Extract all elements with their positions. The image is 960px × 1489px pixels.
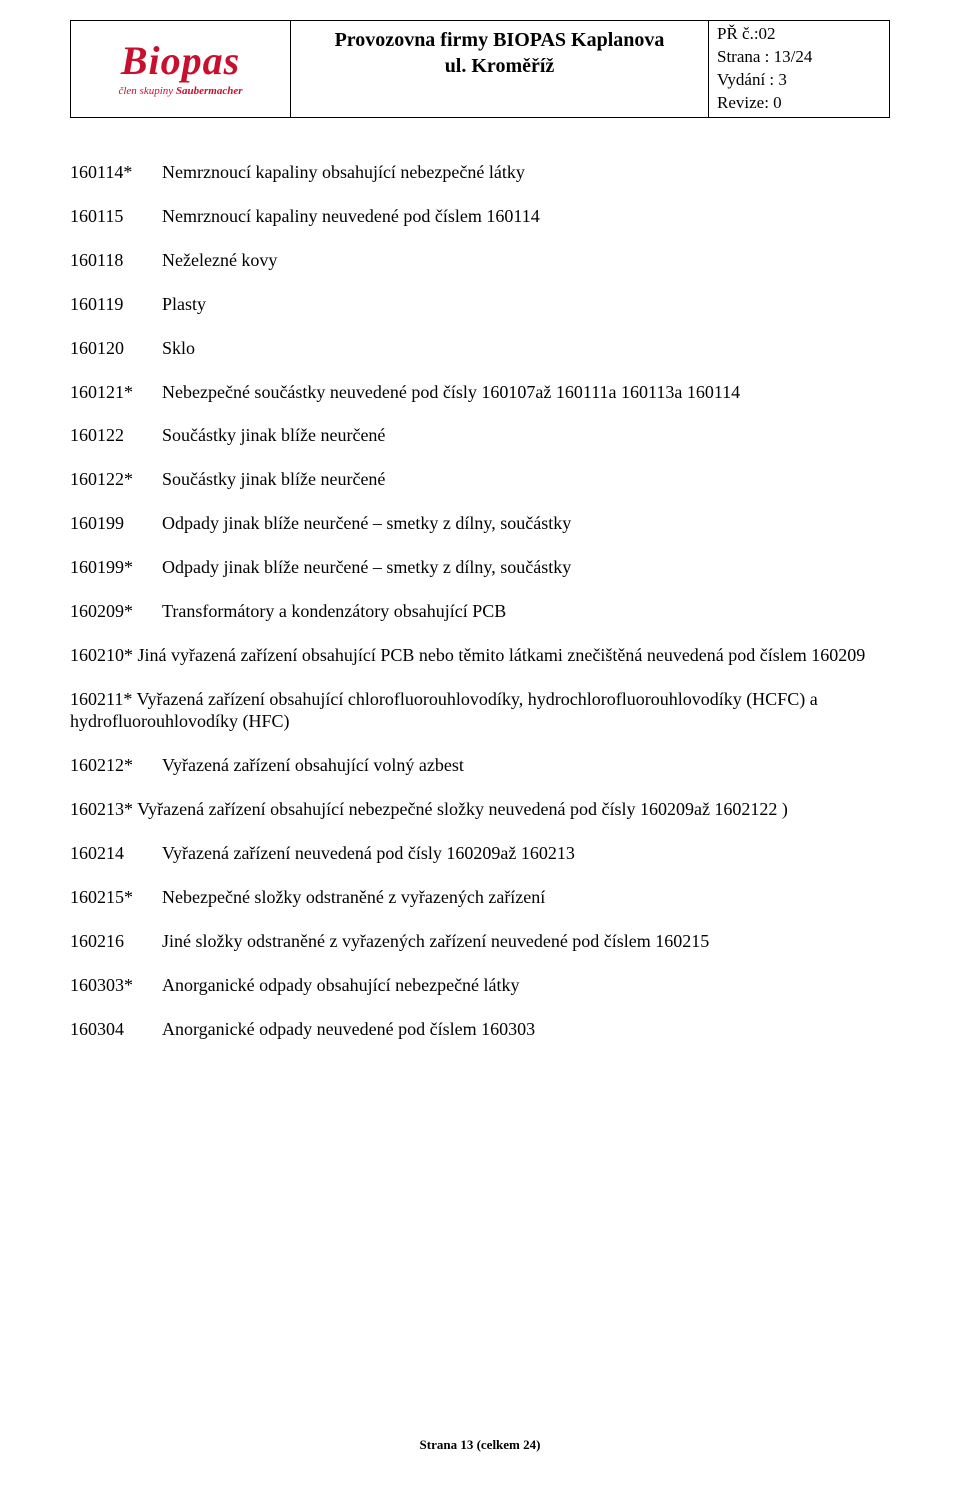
header-logo-cell: Biopas člen skupiny Saubermacher <box>71 21 291 117</box>
item-desc: Sklo <box>162 338 890 360</box>
list-item: 160120 Sklo <box>70 338 890 360</box>
item-desc: Odpady jinak blíže neurčené – smetky z d… <box>162 513 890 535</box>
item-code: 160120 <box>70 338 162 360</box>
item-code: 160122 <box>70 425 162 447</box>
item-code: 160304 <box>70 1019 162 1041</box>
list-item: 160122* Součástky jinak blíže neurčené <box>70 469 890 491</box>
header-title-cell: Provozovna firmy BIOPAS Kaplanova ul. Kr… <box>291 21 709 117</box>
header-meta-cell: PŘ č.:02 Strana : 13/24 Vydání : 3 Reviz… <box>709 21 889 117</box>
item-code: 160199* <box>70 557 162 579</box>
item-desc: Vyřazená zařízení obsahující nebezpečné … <box>133 799 788 819</box>
item-desc: Odpady jinak blíže neurčené – smetky z d… <box>162 557 890 579</box>
item-desc: Vyřazená zařízení obsahující volný azbes… <box>162 755 890 777</box>
item-desc: Nemrznoucí kapaliny obsahující nebezpečn… <box>162 162 890 184</box>
item-desc: Jiné složky odstraněné z vyřazených zaří… <box>162 931 890 953</box>
list-item: 160214 Vyřazená zařízení neuvedená pod č… <box>70 843 890 865</box>
logo-sub-prefix: člen skupiny <box>118 85 175 97</box>
item-desc: Součástky jinak blíže neurčené <box>162 425 890 447</box>
item-desc: Anorganické odpady obsahující nebezpečné… <box>162 975 890 997</box>
item-code: 160212* <box>70 755 162 777</box>
item-code: 160122* <box>70 469 162 491</box>
paragraph-item: 160210* Jiná vyřazená zařízení obsahujíc… <box>70 645 890 667</box>
item-code: 160210* <box>70 645 133 665</box>
list-item: 160199* Odpady jinak blíže neurčené – sm… <box>70 557 890 579</box>
list-item: 160216 Jiné složky odstraněné z vyřazený… <box>70 931 890 953</box>
list-item: 160303* Anorganické odpady obsahující ne… <box>70 975 890 997</box>
list-item: 160304 Anorganické odpady neuvedené pod … <box>70 1019 890 1041</box>
page-footer: Strana 13 (celkem 24) <box>0 1437 960 1453</box>
header-title-line2: ul. Kroměříž <box>299 53 700 79</box>
list-item: 160212* Vyřazená zařízení obsahující vol… <box>70 755 890 777</box>
logo-sub: člen skupiny Saubermacher <box>118 85 242 97</box>
item-desc: Neželezné kovy <box>162 250 890 272</box>
list-item: 160114* Nemrznoucí kapaliny obsahující n… <box>70 162 890 184</box>
item-desc: Nebezpečné složky odstraněné z vyřazenýc… <box>162 887 890 909</box>
item-desc: Součástky jinak blíže neurčené <box>162 469 890 491</box>
logo-sub-brand: Saubermacher <box>176 85 243 97</box>
item-desc: Vyřazená zařízení neuvedená pod čísly 16… <box>162 843 890 865</box>
item-desc: Anorganické odpady neuvedené pod číslem … <box>162 1019 890 1041</box>
list-item: 160209* Transformátory a kondenzátory ob… <box>70 601 890 623</box>
item-code: 160199 <box>70 513 162 535</box>
item-code: 160121* <box>70 382 162 404</box>
item-code: 160119 <box>70 294 162 316</box>
list-item: 160115 Nemrznoucí kapaliny neuvedené pod… <box>70 206 890 228</box>
item-code: 160214 <box>70 843 162 865</box>
logo-main: Biopas <box>121 41 240 81</box>
list-item: 160118 Neželezné kovy <box>70 250 890 272</box>
item-desc: Plasty <box>162 294 890 316</box>
header-meta-line1: PŘ č.:02 <box>717 23 881 46</box>
item-code: 160216 <box>70 931 162 953</box>
item-desc: Jiná vyřazená zařízení obsahující PCB ne… <box>133 645 865 665</box>
item-desc: Transformátory a kondenzátory obsahující… <box>162 601 890 623</box>
content: 160114* Nemrznoucí kapaliny obsahující n… <box>70 162 890 1041</box>
paragraph-item: 160211* Vyřazená zařízení obsahující chl… <box>70 689 890 733</box>
item-code: 160114* <box>70 162 162 184</box>
page: Biopas člen skupiny Saubermacher Provozo… <box>0 0 960 1489</box>
item-code: 160115 <box>70 206 162 228</box>
item-desc: Nemrznoucí kapaliny neuvedené pod číslem… <box>162 206 890 228</box>
item-code: 160303* <box>70 975 162 997</box>
list-item: 160119 Plasty <box>70 294 890 316</box>
item-code: 160211* <box>70 689 132 709</box>
list-item: 160199 Odpady jinak blíže neurčené – sme… <box>70 513 890 535</box>
list-item: 160215* Nebezpečné složky odstraněné z v… <box>70 887 890 909</box>
list-item: 160121* Nebezpečné součástky neuvedené p… <box>70 382 890 404</box>
header-meta-line2: Strana : 13/24 <box>717 46 881 69</box>
item-code: 160118 <box>70 250 162 272</box>
header-meta-line3: Vydání : 3 <box>717 69 881 92</box>
item-code: 160213* <box>70 799 133 819</box>
header-meta-line4: Revize: 0 <box>717 92 881 115</box>
header-table: Biopas člen skupiny Saubermacher Provozo… <box>70 20 890 118</box>
item-desc: Nebezpečné součástky neuvedené pod čísly… <box>162 382 890 404</box>
item-desc: Vyřazená zařízení obsahující chlorofluor… <box>70 689 818 731</box>
item-code: 160215* <box>70 887 162 909</box>
list-item: 160122 Součástky jinak blíže neurčené <box>70 425 890 447</box>
header-title-line1: Provozovna firmy BIOPAS Kaplanova <box>299 27 700 53</box>
paragraph-item: 160213* Vyřazená zařízení obsahující neb… <box>70 799 890 821</box>
item-code: 160209* <box>70 601 162 623</box>
